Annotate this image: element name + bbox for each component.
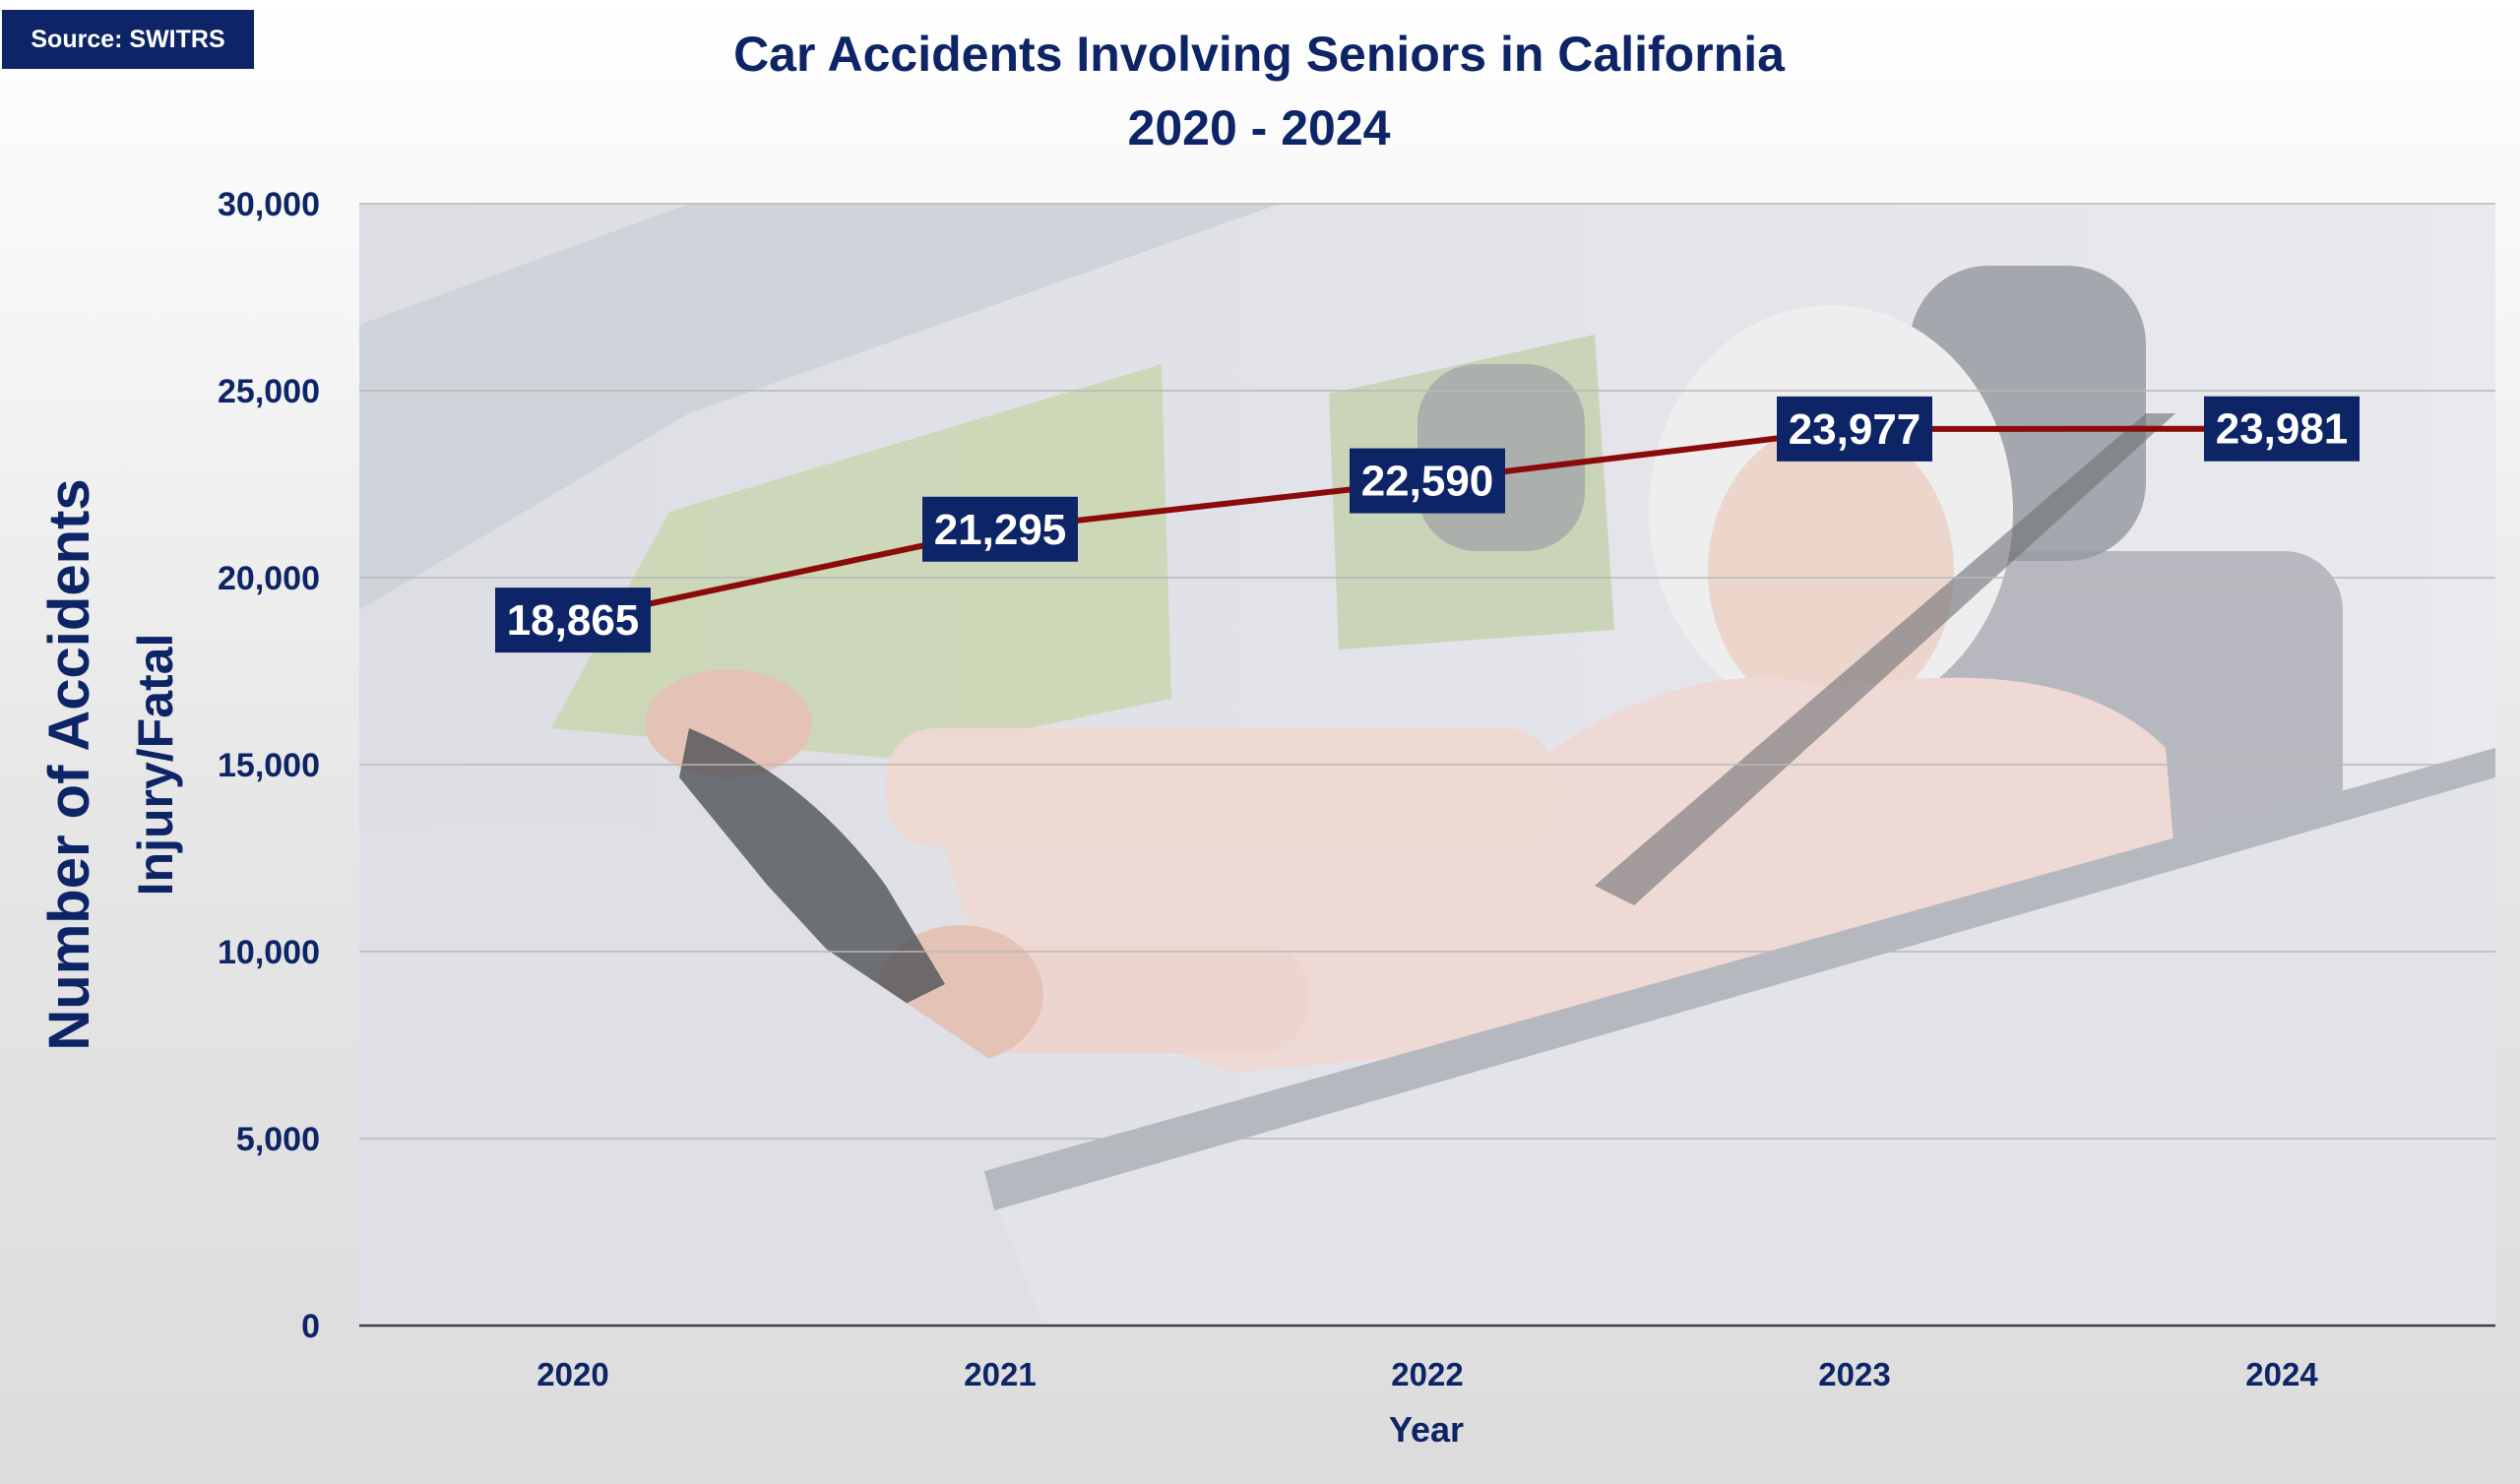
y-tick-label: 25,000 [218,373,320,410]
data-labels: 18,865 21,295 22,590 23,977 23,981 [495,396,2360,653]
y-tick-label: 30,000 [218,186,320,223]
data-label-text: 23,977 [1789,405,1922,454]
x-tick-label: 2020 [536,1356,608,1392]
source-badge: Source: SWITRS [2,10,254,69]
data-label: 22,590 [1350,448,1505,514]
data-label: 21,295 [922,496,1078,562]
y-tick-label: 15,000 [218,747,320,784]
data-label-box [2204,396,2360,462]
x-tick-label: 2021 [964,1356,1036,1392]
y-tick-label: 20,000 [218,560,320,597]
data-label-box [922,496,1078,562]
data-label: 23,981 [2204,396,2360,462]
x-tick-label: 2022 [1391,1356,1463,1392]
y-tick-label: 10,000 [218,934,320,971]
data-label-text: 23,981 [2216,405,2349,454]
y-axis-subtitle: Injury/Fatal [128,634,183,897]
data-label-text: 21,295 [934,506,1067,554]
y-tick-label: 0 [301,1308,320,1345]
data-label-box [495,587,651,653]
data-label: 23,977 [1777,396,1932,462]
y-gridlines [359,203,2495,1140]
data-label-box [1777,396,1932,462]
data-label-text: 18,865 [507,596,640,645]
chart-subtitle: 2020 - 2024 [1128,100,1391,155]
y-tick-labels: 0 5,000 10,000 15,000 20,000 25,000 30,000 [218,186,320,1345]
x-tick-label: 2024 [2245,1356,2318,1392]
x-tick-labels: 2020 2021 2022 2023 2024 [536,1356,2318,1392]
y-tick-label: 5,000 [236,1121,320,1158]
chart-title: Car Accidents Involving Seniors in Calif… [733,27,1786,82]
x-axis-title: Year [1389,1409,1464,1450]
x-tick-label: 2023 [1818,1356,1890,1392]
data-label-text: 22,590 [1361,458,1494,506]
data-label: 18,865 [495,587,651,653]
data-label-box [1350,448,1505,514]
y-axis-title: Number of Accidents [37,478,101,1050]
